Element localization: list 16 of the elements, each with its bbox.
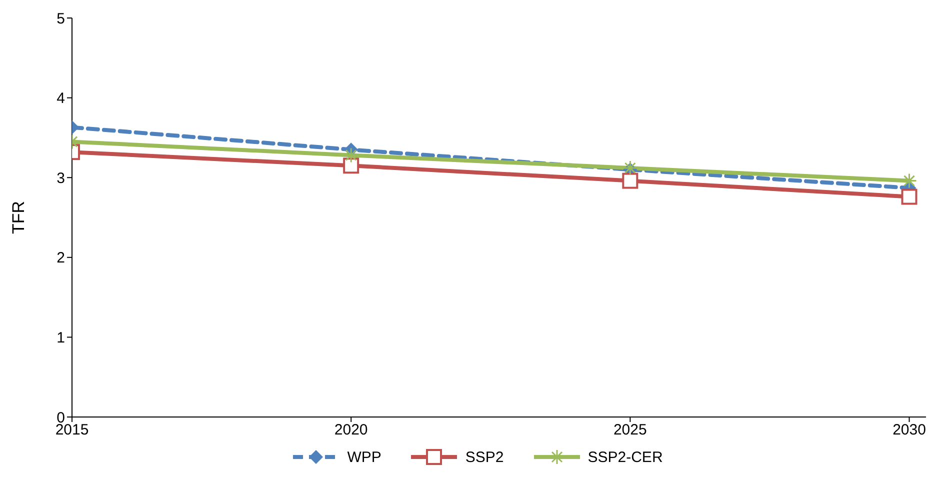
y-tick-label: 5 bbox=[56, 10, 65, 28]
x-tick-label: 2030 bbox=[892, 422, 926, 439]
x-tick-label: 2025 bbox=[613, 422, 647, 439]
point bbox=[902, 173, 918, 189]
x-tick-label: 2020 bbox=[334, 422, 368, 439]
x-tick-label: 2015 bbox=[55, 422, 89, 439]
y-tick-label: 1 bbox=[56, 330, 65, 347]
point bbox=[901, 188, 918, 205]
legend-label: SSP2-CER bbox=[588, 448, 663, 466]
y-tick-label: 3 bbox=[56, 170, 65, 187]
legend-label: WPP bbox=[347, 448, 382, 466]
legend-label: SSP2 bbox=[465, 448, 504, 466]
y-tick-label: 2 bbox=[56, 250, 65, 267]
point bbox=[622, 172, 638, 189]
y-tick-label: 4 bbox=[56, 90, 65, 108]
y-axis-title: TFR bbox=[9, 200, 28, 234]
